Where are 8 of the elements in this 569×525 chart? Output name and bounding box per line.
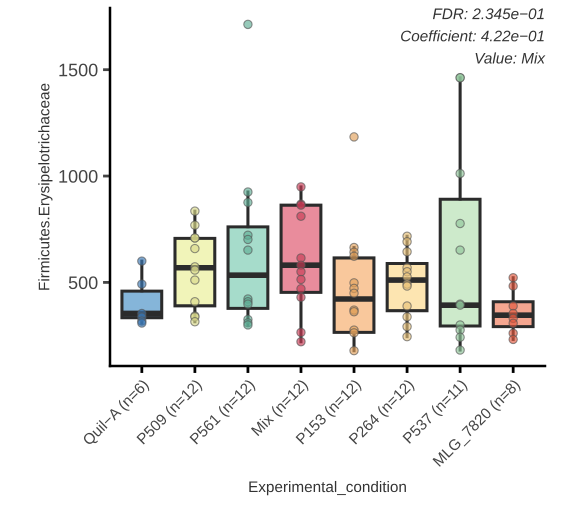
y-tick-label: 1500 xyxy=(59,64,98,76)
y-tick-label: 1000 xyxy=(59,170,98,183)
annotation: Coefficient: 4.22e−01 xyxy=(401,30,544,42)
y-axis-title: Firmicutes.Erysipelotrichaceae xyxy=(38,84,52,290)
y-tick-label: 500 xyxy=(68,276,98,290)
x-axis-title: Experimental_condition xyxy=(249,480,406,496)
annotation: Value: Mix xyxy=(476,52,546,64)
annotation: FDR: 2.345e−01 xyxy=(432,8,544,20)
